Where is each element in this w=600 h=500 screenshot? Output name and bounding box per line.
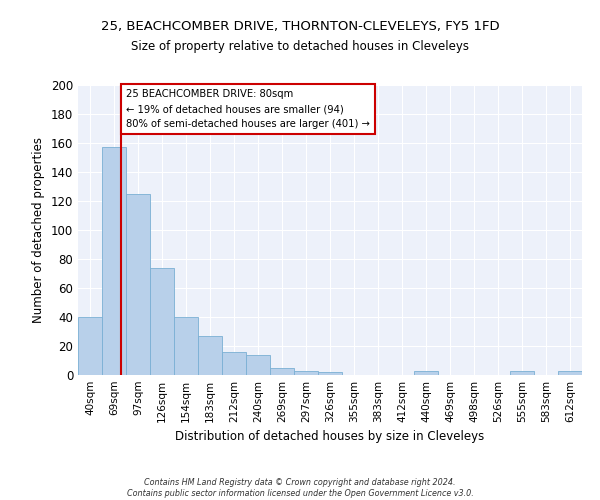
Bar (174, 317, 198, 375)
Y-axis label: Number of detached properties: Number of detached properties (32, 137, 45, 323)
Bar (198, 336, 222, 375)
Bar (558, 370, 582, 375)
X-axis label: Distribution of detached houses by size in Cleveleys: Distribution of detached houses by size … (175, 430, 485, 444)
Text: Size of property relative to detached houses in Cleveleys: Size of property relative to detached ho… (131, 40, 469, 53)
Bar (510, 370, 534, 375)
Text: 25, BEACHCOMBER DRIVE, THORNTON-CLEVELEYS, FY5 1FD: 25, BEACHCOMBER DRIVE, THORNTON-CLEVELEY… (101, 20, 499, 33)
Bar (318, 372, 342, 375)
Bar (294, 370, 318, 375)
Bar (150, 268, 174, 375)
Bar (102, 148, 126, 375)
Bar (270, 368, 294, 375)
Text: Contains HM Land Registry data © Crown copyright and database right 2024.
Contai: Contains HM Land Registry data © Crown c… (127, 478, 473, 498)
Bar (414, 370, 438, 375)
Bar (78, 317, 102, 375)
Text: 25 BEACHCOMBER DRIVE: 80sqm
← 19% of detached houses are smaller (94)
80% of sem: 25 BEACHCOMBER DRIVE: 80sqm ← 19% of det… (126, 90, 370, 129)
Bar (246, 354, 270, 375)
Bar (222, 352, 246, 375)
Bar (126, 194, 150, 375)
